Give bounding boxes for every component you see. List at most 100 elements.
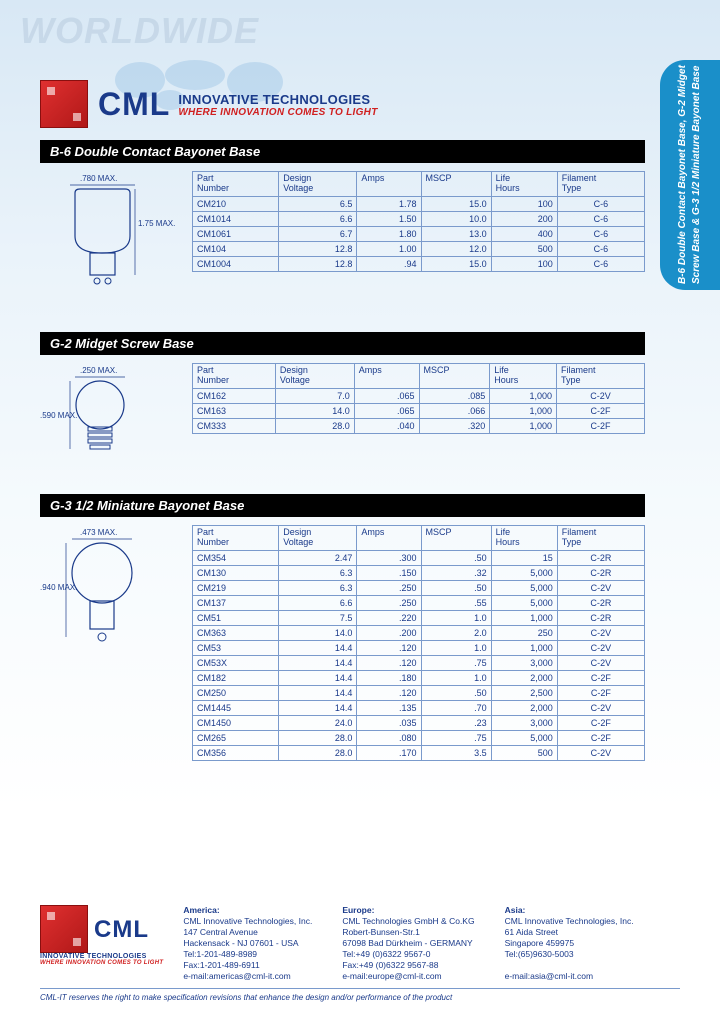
table-cell: 5,000 [491, 595, 557, 610]
table-cell: 28.0 [279, 745, 357, 760]
table-cell: C-6 [557, 211, 644, 226]
table-cell: .180 [357, 670, 421, 685]
table-cell: .250 [357, 595, 421, 610]
table-row: CM100412.8.9415.0100C-6 [193, 256, 645, 271]
table-cell: .55 [421, 595, 491, 610]
table-cell: CM356 [193, 745, 279, 760]
table-cell: C-2R [557, 565, 644, 580]
table-cell: .200 [357, 625, 421, 640]
table-cell: 2,000 [491, 670, 557, 685]
side-tab-text: B-6 Double Contact Bayonet Base, G-2 Mid… [676, 60, 704, 290]
table-cell: CM53X [193, 655, 279, 670]
footer-line: Robert-Bunsen-Str.1 [342, 927, 474, 938]
table-cell: .320 [419, 418, 490, 433]
table-cell: C-2R [557, 610, 644, 625]
footer-line: e-mail:americas@cml-it.com [183, 971, 312, 982]
table-row: CM53X14.4.120.753,000C-2V [193, 655, 645, 670]
table-cell: CM163 [193, 403, 276, 418]
table-cell: C-2F [557, 670, 644, 685]
watermark-text: WORLDWIDE [20, 10, 259, 52]
table-row: CM25014.4.120.502,500C-2F [193, 685, 645, 700]
table-cell: C-6 [557, 241, 644, 256]
table-cell: 6.3 [279, 580, 357, 595]
column-header: MSCP [421, 172, 491, 197]
footer-line: CML Innovative Technologies, Inc. [505, 916, 634, 927]
table-cell: .70 [421, 700, 491, 715]
table-cell: 12.0 [421, 241, 491, 256]
section-body: .473 MAX. .940 MAX. PartNumberDesignVolt… [40, 525, 645, 761]
footer-region: Europe: [342, 905, 474, 916]
table-cell: .150 [357, 565, 421, 580]
svg-text:.780 MAX.: .780 MAX. [80, 174, 117, 183]
column-header: Amps [357, 172, 421, 197]
table-cell: 5,000 [491, 730, 557, 745]
table-cell: .066 [419, 403, 490, 418]
table-cell: CM363 [193, 625, 279, 640]
table-cell: 14.4 [279, 685, 357, 700]
footer-line: Singapore 459975 [505, 938, 634, 949]
table-cell: 3,000 [491, 655, 557, 670]
table-cell: 6.7 [279, 226, 357, 241]
table-row: CM3542.47.300.5015C-2R [193, 550, 645, 565]
column-header: Amps [357, 526, 421, 551]
footer-region: Asia: [505, 905, 634, 916]
svg-text:.940 MAX.: .940 MAX. [40, 583, 77, 592]
footer: CML INNOVATIVE TECHNOLOGIES WHERE INNOVA… [40, 905, 680, 982]
table-cell: CM219 [193, 580, 279, 595]
table-cell: .120 [357, 640, 421, 655]
table-cell: 6.6 [279, 211, 357, 226]
table-cell: 14.4 [279, 655, 357, 670]
footer-line: 67098 Bad Dürkheim - GERMANY [342, 938, 474, 949]
column-header: FilamentType [557, 172, 644, 197]
table-cell: C-2V [557, 745, 644, 760]
table-row: CM33328.0.040.3201,000C-2F [193, 418, 645, 433]
footer-col-america: America:CML Innovative Technologies, Inc… [183, 905, 312, 982]
table-row: CM2196.3.250.505,000C-2V [193, 580, 645, 595]
table-cell: 15 [491, 550, 557, 565]
brand-name: CML [98, 90, 170, 119]
table-cell: C-2F [557, 730, 644, 745]
table-row: CM10616.71.8013.0400C-6 [193, 226, 645, 241]
table-cell: 28.0 [279, 730, 357, 745]
column-header: FilamentType [557, 364, 645, 389]
table-cell: C-2V [557, 625, 644, 640]
spec-table: PartNumberDesignVoltageAmpsMSCPLifeHours… [192, 171, 645, 272]
table-cell: 2,500 [491, 685, 557, 700]
footer-line: CML Innovative Technologies, Inc. [183, 916, 312, 927]
footer-brand-sub1: INNOVATIVE TECHNOLOGIES [40, 953, 163, 960]
table-row: CM1627.0.065.0851,000C-2V [193, 388, 645, 403]
table-cell: 10.0 [421, 211, 491, 226]
table-cell: 1,000 [491, 640, 557, 655]
table-cell: 13.0 [421, 226, 491, 241]
footer-region: America: [183, 905, 312, 916]
svg-text:1.75 MAX.: 1.75 MAX. [138, 219, 175, 228]
svg-text:.590 MAX.: .590 MAX. [40, 411, 77, 420]
table-cell: .170 [357, 745, 421, 760]
table-cell: C-2F [557, 685, 644, 700]
table-cell: CM104 [193, 241, 279, 256]
table-cell: CM210 [193, 196, 279, 211]
column-header: PartNumber [193, 364, 276, 389]
table-cell: CM250 [193, 685, 279, 700]
table-cell: C-2F [557, 418, 645, 433]
cml-logo-icon [40, 905, 88, 953]
column-header: Amps [354, 364, 419, 389]
column-header: FilamentType [557, 526, 644, 551]
table-cell: .065 [354, 388, 419, 403]
table-cell: 12.8 [279, 256, 357, 271]
footer-logo: CML INNOVATIVE TECHNOLOGIES WHERE INNOVA… [40, 905, 163, 966]
footer-line: Fax:+49 (0)6322 9567-88 [342, 960, 474, 971]
section-title: B-6 Double Contact Bayonet Base [40, 140, 645, 163]
table-cell: CM130 [193, 565, 279, 580]
bulb-diagram: .473 MAX. .940 MAX. [40, 525, 180, 680]
column-header: LifeHours [490, 364, 557, 389]
table-cell: C-2V [557, 640, 644, 655]
table-cell: 1,000 [491, 610, 557, 625]
table-cell: 1.0 [421, 640, 491, 655]
table-cell: .080 [357, 730, 421, 745]
table-cell: .220 [357, 610, 421, 625]
footer-brand-name: CML [94, 919, 149, 941]
side-tab: B-6 Double Contact Bayonet Base, G-2 Mid… [660, 60, 720, 290]
table-cell: 400 [491, 226, 557, 241]
table-cell: .50 [421, 550, 491, 565]
